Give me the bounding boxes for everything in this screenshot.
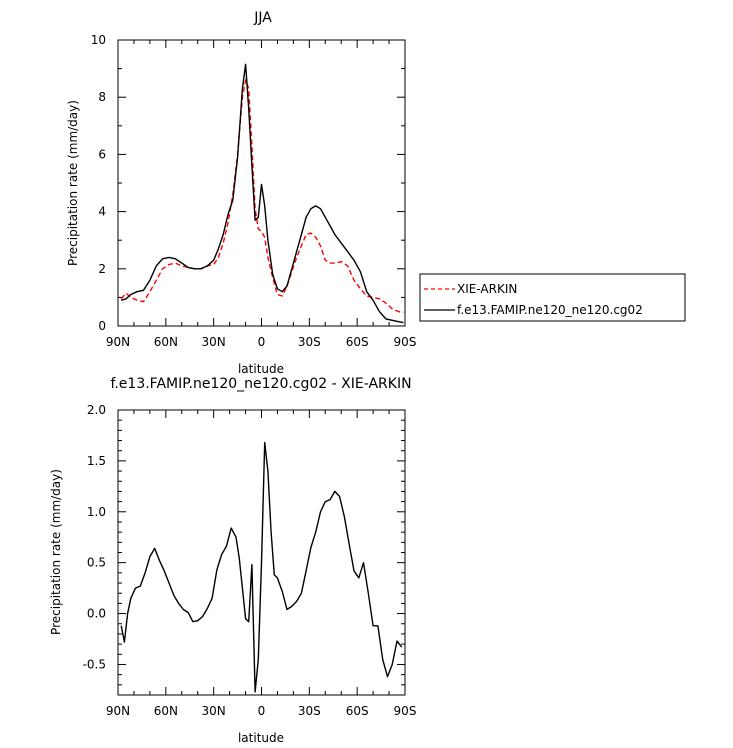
bottom-y-tick-label: 2.0 <box>87 403 106 417</box>
top-x-tick-label: 60N <box>154 335 178 349</box>
bottom-x-tick-label: 30S <box>298 704 321 718</box>
bottom-chart-title: f.e13.FAMIP.ne120_ne120.cg02 - XIE-ARKIN <box>110 376 411 392</box>
top-x-tick-label: 60S <box>346 335 369 349</box>
top-x-tick-label: 90S <box>394 335 417 349</box>
top-x-axis-label: latitude <box>238 362 284 376</box>
top-series-line-1 <box>120 63 404 324</box>
top-y-tick-label: 0 <box>98 319 106 333</box>
top-x-tick-label: 0 <box>258 335 266 349</box>
top-x-tick-label: 90N <box>106 335 130 349</box>
bottom-x-tick-label: 90S <box>394 704 417 718</box>
bottom-x-tick-label: 60N <box>154 704 178 718</box>
bottom-x-tick-label: 90N <box>106 704 130 718</box>
top-x-tick-label: 30S <box>298 335 321 349</box>
bottom-ticks: 90N 60N 30N 0 30S 60S 90S -0.5 0.0 0.5 1.0 1.5 2.0 <box>83 403 417 718</box>
bottom-x-tick-label: 30N <box>202 704 226 718</box>
bottom-series-line-0 <box>120 441 403 693</box>
bottom-panel: f.e13.FAMIP.ne120_ne120.cg02 - XIE-ARKIN… <box>49 376 416 745</box>
top-series <box>120 63 404 324</box>
bottom-x-tick-label: 60S <box>346 704 369 718</box>
top-y-axis-label: Precipitation rate (mm/day) <box>66 100 80 266</box>
top-series-line-0 <box>120 79 404 313</box>
legend-box <box>419 273 686 322</box>
bottom-y-tick-label: 0.5 <box>87 556 106 570</box>
bottom-y-tick-label: 1.0 <box>87 505 106 519</box>
top-y-tick-label: 8 <box>98 90 106 104</box>
bottom-series <box>120 441 403 693</box>
top-plot-frame <box>117 39 406 327</box>
top-ticks: 90N 60N 30N 0 30S 60S 90S 0 2 4 6 8 10 <box>91 33 417 349</box>
bottom-y-tick-label: 0.0 <box>87 607 106 621</box>
top-y-tick-label: 10 <box>91 33 106 47</box>
legend-label-xie-arkin: XIE-ARKIN <box>457 282 517 296</box>
top-legend: XIE-ARKIN f.e13.FAMIP.ne120_ne120.cg02 <box>419 273 686 322</box>
bottom-x-axis-label: latitude <box>238 731 284 745</box>
top-y-tick-label: 2 <box>98 262 106 276</box>
bottom-y-tick-label: 1.5 <box>87 454 106 468</box>
top-x-tick-label: 30N <box>202 335 226 349</box>
top-chart-title: JJA <box>253 10 272 26</box>
bottom-y-tick-label: -0.5 <box>83 657 106 671</box>
top-y-tick-label: 6 <box>98 147 106 161</box>
top-y-tick-label: 4 <box>98 205 106 219</box>
legend-label-model: f.e13.FAMIP.ne120_ne120.cg02 <box>457 303 643 317</box>
bottom-y-axis-label: Precipitation rate (mm/day) <box>49 469 63 635</box>
bottom-x-tick-label: 0 <box>258 704 266 718</box>
